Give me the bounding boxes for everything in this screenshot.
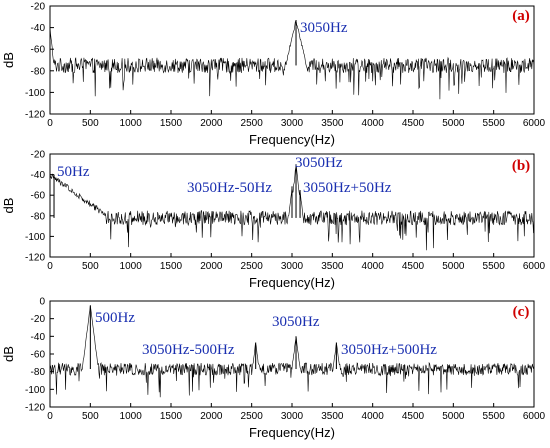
y-tick-label: -80 [31, 211, 46, 222]
x-axis-label: Frequency(Hz) [249, 425, 335, 440]
x-tick-label: 2000 [200, 261, 223, 272]
y-tick-label: -40 [31, 23, 46, 34]
chart-panel-3: 0 500 1000 1500 2000 2500 3000 3500 4000 4500 5000… [1, 297, 546, 441]
panel-label: (a) [512, 8, 530, 24]
y-tick-label: -100 [25, 88, 45, 99]
x-tick-label: 5000 [442, 118, 465, 129]
x-tick-label: 6000 [523, 118, 546, 129]
peak-annotation: 3050Hz+50Hz [303, 180, 392, 196]
plot-frame [49, 5, 535, 115]
x-tick-label: 6000 [523, 411, 546, 422]
x-tick-label: 3500 [321, 261, 344, 272]
peak-annotation: 500Hz [95, 310, 135, 326]
x-tick-label: 3000 [281, 118, 304, 129]
x-tick-label: 2000 [200, 118, 223, 129]
x-tick-label: 1000 [120, 118, 143, 129]
chart-panel-1: 0 500 1000 1500 2000 2500 3000 3500 4000 4500 5000… [1, 2, 546, 148]
x-tick-label: 0 [47, 261, 53, 272]
x-tick-label: 5500 [483, 261, 506, 272]
y-tick-label: -40 [31, 170, 46, 181]
peak-annotation: 3050Hz-50Hz [187, 180, 272, 196]
x-tick-label: 4000 [362, 261, 385, 272]
x-tick-label: 3500 [321, 411, 344, 422]
peak-annotation: 3050Hz [300, 20, 348, 36]
x-tick-label: 4500 [402, 118, 425, 129]
spectrum-series-line [49, 19, 535, 100]
x-tick-label: 3000 [281, 411, 304, 422]
y-tick-label: -120 [25, 403, 45, 414]
y-tick-label: -20 [31, 314, 46, 325]
x-axis-label: Frequency(Hz) [249, 132, 335, 147]
x-tick-label: 1500 [160, 261, 183, 272]
panel-label: (c) [513, 304, 530, 320]
x-tick-label: 2500 [241, 261, 264, 272]
y-tick-label: -60 [31, 350, 46, 361]
x-tick-label: 6000 [523, 261, 546, 272]
x-tick-label: 2500 [241, 411, 264, 422]
x-tick-label: 500 [82, 118, 99, 129]
x-tick-label: 1000 [120, 411, 143, 422]
x-tick-label: 4000 [362, 118, 385, 129]
peak-annotation: 3050Hz-500Hz [142, 342, 235, 358]
chart-panel-2: 0 500 1000 1500 2000 2500 3000 3500 4000 4500 5000… [1, 150, 546, 291]
x-tick-label: 3000 [281, 261, 304, 272]
x-tick-label: 4500 [402, 261, 425, 272]
y-tick-label: -120 [25, 253, 45, 264]
y-tick-label: -40 [31, 332, 46, 343]
x-tick-label: 1000 [120, 261, 143, 272]
y-axis-label: dB [1, 52, 16, 68]
x-tick-label: 5500 [483, 118, 506, 129]
y-tick-label: -100 [25, 232, 45, 243]
peak-annotation: 3050Hz [272, 314, 320, 330]
y-tick-label: -20 [31, 2, 46, 13]
y-axis-label: dB [1, 198, 16, 214]
x-tick-label: 1500 [160, 411, 183, 422]
x-tick-label: 4000 [362, 411, 385, 422]
x-tick-label: 3500 [321, 118, 344, 129]
y-tick-label: -60 [31, 191, 46, 202]
panel-label: (b) [512, 158, 530, 174]
x-tick-label: 5000 [442, 411, 465, 422]
y-tick-label: -60 [31, 45, 46, 56]
x-tick-label: 500 [82, 411, 99, 422]
x-tick-label: 2500 [241, 118, 264, 129]
x-tick-label: 5000 [442, 261, 465, 272]
x-tick-label: 1500 [160, 118, 183, 129]
peak-annotation: 3050Hz [295, 155, 343, 171]
x-axis-label: Frequency(Hz) [249, 275, 335, 290]
x-tick-label: 500 [82, 261, 99, 272]
y-tick-label: -20 [31, 150, 46, 161]
x-tick-label: 0 [47, 411, 53, 422]
x-tick-label: 0 [47, 118, 53, 129]
y-tick-label: 0 [39, 297, 45, 308]
y-tick-label: -80 [31, 66, 46, 77]
y-axis-label: dB [1, 346, 16, 362]
y-tick-label: -100 [25, 385, 45, 396]
y-tick-label: -80 [31, 367, 46, 378]
x-tick-label: 2000 [200, 411, 223, 422]
y-tick-label: -120 [25, 110, 45, 121]
peak-annotation: 50Hz [57, 164, 90, 180]
peak-annotation: 3050Hz+500Hz [341, 342, 437, 358]
x-tick-label: 5500 [483, 411, 506, 422]
x-tick-label: 4500 [402, 411, 425, 422]
